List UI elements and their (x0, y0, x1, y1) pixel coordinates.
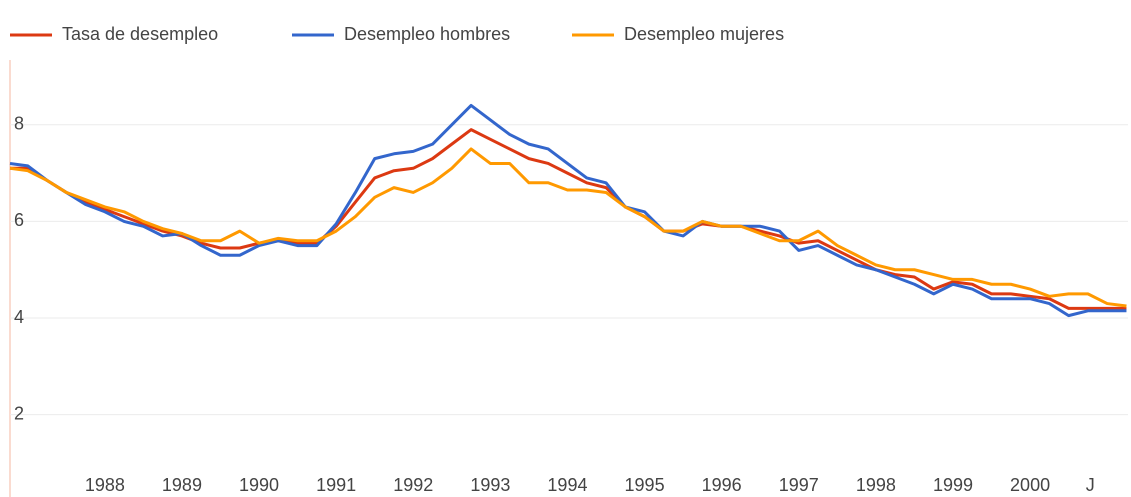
x-tick-label: 1997 (779, 475, 819, 495)
legend-item: Tasa de desempleo (10, 24, 218, 44)
legend-label: Desempleo hombres (344, 24, 510, 44)
x-tick-label: 1996 (702, 475, 742, 495)
legend-label: Desempleo mujeres (624, 24, 784, 44)
grid (10, 124, 1128, 416)
x-tick-label: 1999 (933, 475, 973, 495)
x-tick-label: 1990 (239, 475, 279, 495)
x-tick-label: 1998 (856, 475, 896, 495)
y-tick-label: 2 (14, 403, 24, 423)
x-tick-label: 1989 (162, 475, 202, 495)
x-tick-label: 2000 (1010, 475, 1050, 495)
legend-label: Tasa de desempleo (62, 24, 218, 44)
line-series (9, 147, 1127, 308)
legend-item: Desempleo hombres (292, 24, 510, 44)
x-tick-label: 1994 (547, 475, 587, 495)
y-tick-label: 8 (14, 114, 24, 134)
legend-item: Desempleo mujeres (572, 24, 784, 44)
line-series (10, 128, 1127, 310)
x-tick-label: 1991 (316, 475, 356, 495)
y-tick-label: 6 (14, 210, 24, 230)
x-tick-label: 1988 (85, 475, 125, 495)
x-tick-label: J (1086, 475, 1095, 495)
x-tick-label: 1995 (625, 475, 665, 495)
x-tick-label: 1993 (470, 475, 510, 495)
line-series (9, 103, 1127, 318)
y-tick-label: 4 (14, 307, 24, 327)
x-tick-label: 1992 (393, 475, 433, 495)
